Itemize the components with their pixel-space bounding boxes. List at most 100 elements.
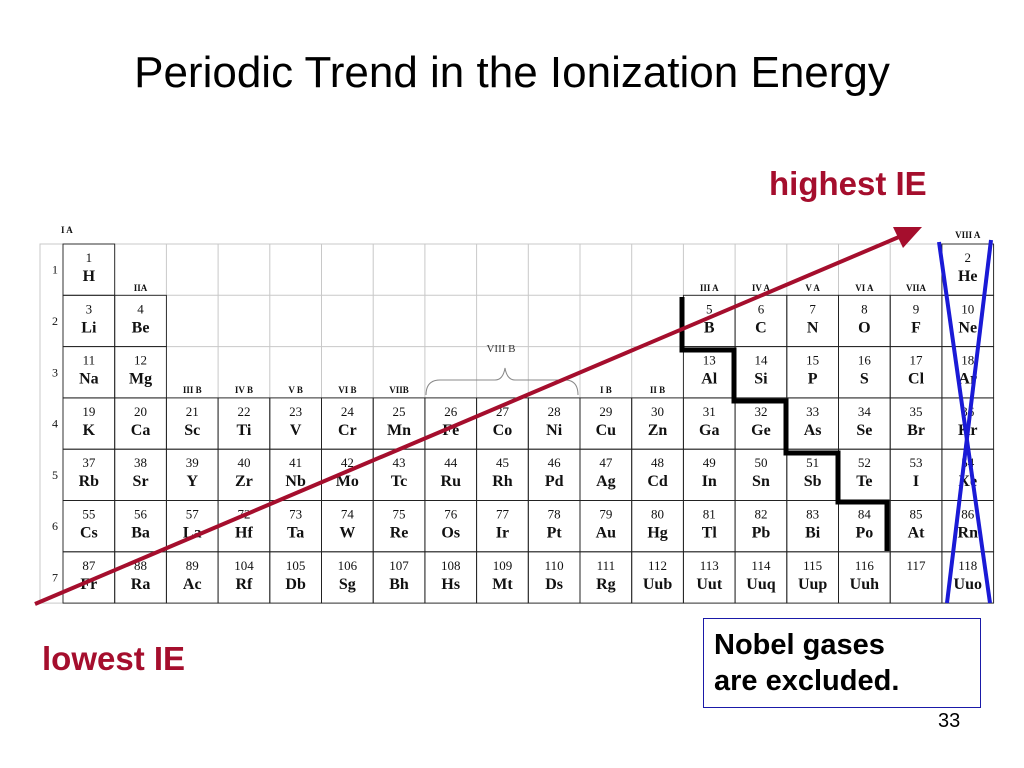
atomic-number: 49: [703, 455, 716, 470]
element-symbol: Rf: [236, 576, 254, 593]
element-symbol: Pb: [752, 525, 771, 542]
viiib-brace: [425, 367, 579, 396]
element-symbol: Mt: [492, 576, 513, 593]
element-symbol: Al: [701, 371, 718, 388]
element-symbol: Pt: [547, 525, 563, 542]
group-label-iiia: III A: [700, 283, 719, 293]
element-symbol: O: [858, 319, 870, 336]
element-symbol: Te: [856, 473, 872, 490]
atomic-number: 78: [548, 507, 561, 522]
atomic-number: 25: [393, 404, 406, 419]
atomic-number: 30: [651, 404, 664, 419]
atomic-number: 109: [493, 558, 513, 573]
atomic-number: 89: [186, 558, 199, 573]
element-symbol: Db: [285, 576, 306, 593]
atomic-number: 46: [548, 455, 562, 470]
element-symbol: S: [860, 371, 869, 388]
group-label-iva: IV A: [752, 283, 771, 293]
atomic-number: 13: [703, 353, 716, 368]
period-number: 5: [52, 468, 58, 482]
element-symbol: Ca: [131, 422, 151, 439]
atomic-number: 107: [389, 558, 409, 573]
atomic-number: 81: [703, 507, 716, 522]
atomic-number: 87: [82, 558, 96, 573]
atomic-number: 116: [855, 558, 875, 573]
element-symbol: Ni: [546, 422, 563, 439]
element-symbol: Sc: [184, 422, 200, 439]
atomic-number: 110: [545, 558, 564, 573]
period-number: 7: [52, 570, 58, 584]
element-symbol: Ir: [496, 525, 509, 542]
atomic-number: 42: [341, 455, 354, 470]
element-symbol: Cl: [908, 371, 925, 388]
element-symbol: Be: [132, 319, 150, 336]
atomic-number: 82: [754, 507, 767, 522]
group-label-iia: IIA: [134, 283, 148, 293]
element-symbol: Tc: [391, 473, 407, 490]
element-symbol: Au: [596, 525, 617, 542]
staircase-line: [679, 297, 890, 551]
element-symbol: H: [83, 268, 96, 285]
atomic-number: 6: [758, 301, 765, 316]
atomic-number: 26: [444, 404, 458, 419]
atomic-number: 11: [83, 353, 96, 368]
element-symbol: W: [339, 525, 355, 542]
noble-cross-line-1: [937, 241, 992, 604]
atomic-number: 113: [700, 558, 719, 573]
atomic-number: 34: [858, 404, 872, 419]
atomic-number: 105: [286, 558, 306, 573]
group-label-ib: I B: [600, 385, 612, 395]
element-symbol: Sr: [133, 473, 149, 490]
atomic-number: 112: [648, 558, 667, 573]
element-symbol: Uup: [798, 576, 827, 593]
element-symbol: Ga: [699, 422, 719, 439]
element-symbol: Mo: [336, 473, 359, 490]
atomic-number: 75: [393, 507, 406, 522]
atomic-number: 52: [858, 455, 871, 470]
atomic-number: 21: [186, 404, 199, 419]
element-symbol: Ag: [596, 473, 616, 490]
element-symbol: Uuh: [850, 576, 879, 593]
atomic-number: 41: [289, 455, 302, 470]
element-symbol: Y: [186, 473, 198, 490]
period-number: 3: [52, 365, 58, 379]
atomic-number: 83: [806, 507, 819, 522]
note-line-1: Nobel gases: [714, 629, 885, 661]
lowest-ie-label: lowest IE: [42, 640, 186, 677]
page-number: 33: [938, 710, 961, 732]
element-symbol: Re: [390, 525, 409, 542]
atomic-number: 76: [444, 507, 458, 522]
highest-ie-label: highest IE: [769, 165, 927, 202]
element-symbol: Li: [81, 319, 97, 336]
element-symbol: Se: [856, 422, 872, 439]
element-symbol: Hg: [647, 525, 667, 542]
atomic-number: 56: [134, 507, 148, 522]
atomic-number: 14: [754, 353, 768, 368]
atomic-number: 5: [706, 301, 713, 316]
group-label-viib: VIIB: [389, 385, 409, 395]
trend-arrowhead: [893, 227, 922, 248]
element-symbol: Ds: [545, 576, 563, 593]
atomic-number: 45: [496, 455, 509, 470]
atomic-number: 114: [751, 558, 771, 573]
element-symbol: K: [83, 422, 96, 439]
element-symbol: Rg: [596, 576, 616, 593]
element-symbol: Hf: [235, 525, 253, 542]
element-symbol: Zn: [648, 422, 668, 439]
atomic-number: 33: [806, 404, 819, 419]
group-label-viia: VIIA: [906, 283, 927, 293]
atomic-number: 29: [599, 404, 612, 419]
element-symbol: Nb: [285, 473, 306, 490]
atomic-number: 2: [965, 250, 972, 265]
element-symbol: Ru: [441, 473, 462, 490]
atomic-number: 57: [186, 507, 200, 522]
group-label-via: VI A: [855, 283, 874, 293]
element-symbol: N: [807, 319, 819, 336]
slide-title: Periodic Trend in the Ionization Energy: [134, 48, 890, 97]
element-symbol: He: [958, 268, 978, 285]
element-symbol: Hs: [441, 576, 460, 593]
period-number: 6: [52, 519, 58, 533]
group-label-va: V A: [805, 283, 820, 293]
